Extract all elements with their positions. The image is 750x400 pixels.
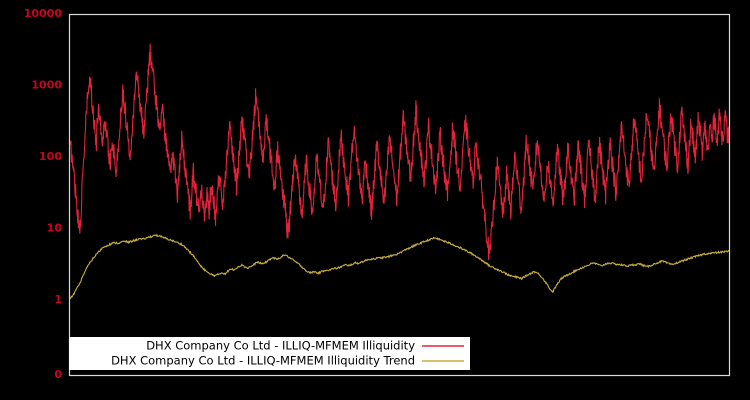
y-axis-tick-1000: 1000 — [31, 79, 62, 92]
y-axis-tick-100: 100 — [39, 150, 62, 163]
series-lines — [69, 43, 730, 300]
y-axis-tick-10: 10 — [47, 222, 63, 235]
y-axis-tick-1: 1 — [54, 293, 62, 306]
chart-legend: DHX Company Co Ltd - ILLIQ-MFMEM Illiqui… — [69, 337, 470, 370]
plot-frame — [68, 13, 731, 377]
legend-label-2: DHX Company Co Ltd - ILLIQ-MFMEM Illiqui… — [111, 354, 415, 368]
y-axis-tick-0: 0 — [54, 368, 62, 381]
series-line-illiquidity — [69, 43, 730, 261]
y-axis-tick-10000: 10000 — [24, 7, 63, 20]
legend-background — [69, 337, 470, 370]
series-line-illiquidity-trend — [69, 233, 730, 300]
legend-label-1: DHX Company Co Ltd - ILLIQ-MFMEM Illiqui… — [146, 339, 415, 353]
